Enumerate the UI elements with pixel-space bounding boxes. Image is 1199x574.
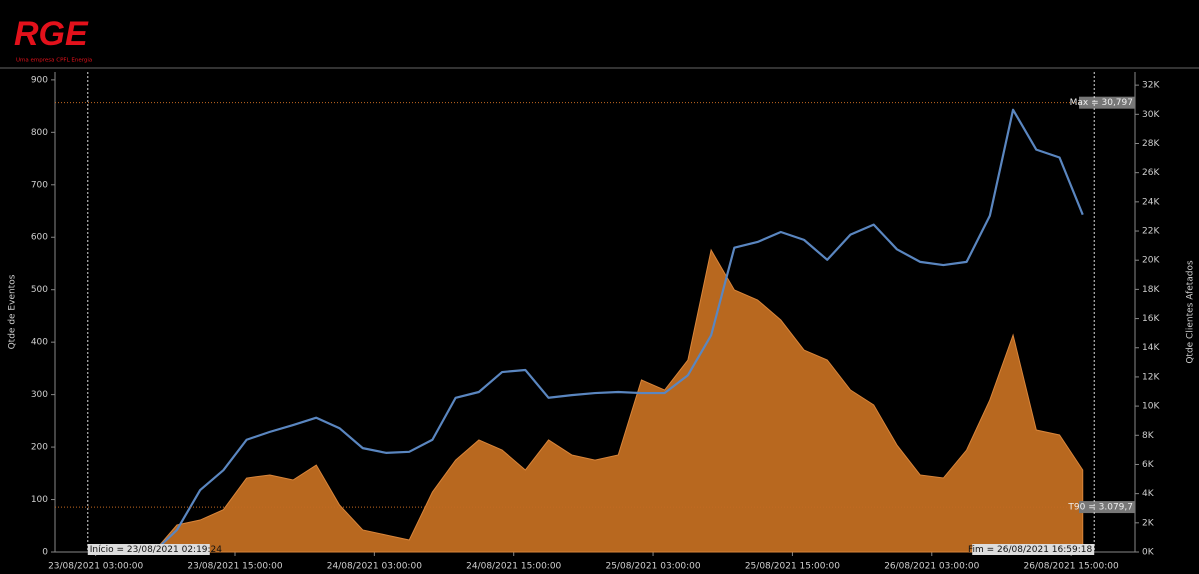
y-tick-label: 400: [31, 338, 48, 348]
y2-tick-label: 18K: [1142, 285, 1160, 295]
y-tick-label: 500: [31, 285, 48, 295]
y2-tick-label: 32K: [1142, 81, 1160, 91]
reference-label-box: [1079, 96, 1135, 109]
reference-label-box: [1079, 501, 1135, 514]
x-tick-label: 23/08/2021 03:00:00: [48, 562, 143, 572]
y2-tick-label: 14K: [1142, 343, 1160, 353]
y-tick-label: 900: [31, 75, 48, 85]
reference-label: Início = 23/08/2021 02:19:24: [90, 545, 223, 555]
logo: RGE: [14, 15, 89, 53]
x-tick-label: 24/08/2021 15:00:00: [466, 562, 561, 572]
y2-tick-label: 0K: [1142, 548, 1155, 558]
y-tick-label: 200: [31, 443, 48, 453]
x-tick-label: 25/08/2021 15:00:00: [745, 562, 840, 572]
reference-label: T90 = 3.079,7: [1067, 503, 1133, 513]
y-axis-title: Qtde de Eventos: [8, 274, 18, 349]
reference-label-box: [972, 544, 1095, 555]
y2-tick-label: 22K: [1142, 227, 1160, 237]
x-tick-label: 26/08/2021 03:00:00: [884, 562, 979, 572]
y2-axis-title: Qtde Clientes Afetados: [1186, 260, 1196, 364]
y-tick-label: 800: [31, 128, 48, 138]
y2-tick-label: 8K: [1142, 431, 1155, 441]
logo-tagline: Uma empresa CPFL Energia: [16, 58, 92, 64]
reference-label-box: [87, 544, 210, 555]
y-tick-label: 300: [31, 390, 48, 400]
x-tick-label: 24/08/2021 03:00:00: [327, 562, 422, 572]
y2-tick-label: 6K: [1142, 460, 1155, 470]
x-tick-label: 26/08/2021 15:00:00: [1024, 562, 1119, 572]
y-tick-label: 0: [42, 548, 48, 558]
y2-tick-label: 30K: [1142, 110, 1160, 120]
reference-label: Max = 30,797: [1070, 98, 1133, 108]
x-tick-label: 25/08/2021 03:00:00: [605, 562, 700, 572]
y2-tick-label: 2K: [1142, 518, 1155, 528]
y2-tick-label: 12K: [1142, 372, 1160, 382]
reference-label: Fim = 26/08/2021 16:59:18: [968, 545, 1092, 555]
y2-tick-label: 20K: [1142, 256, 1160, 266]
y2-tick-label: 10K: [1142, 402, 1160, 412]
y2-tick-label: 28K: [1142, 139, 1160, 149]
y-tick-label: 600: [31, 233, 48, 243]
line: [107, 108, 1084, 554]
y2-tick-label: 24K: [1142, 197, 1160, 207]
y-tick-label: 700: [31, 180, 48, 190]
area: [107, 248, 1084, 553]
y2-tick-label: 16K: [1142, 314, 1160, 324]
x-tick-label: 23/08/2021 15:00:00: [187, 562, 282, 572]
y2-tick-label: 26K: [1142, 168, 1160, 178]
y2-tick-label: 4K: [1142, 489, 1155, 499]
y-tick-label: 100: [31, 495, 48, 505]
